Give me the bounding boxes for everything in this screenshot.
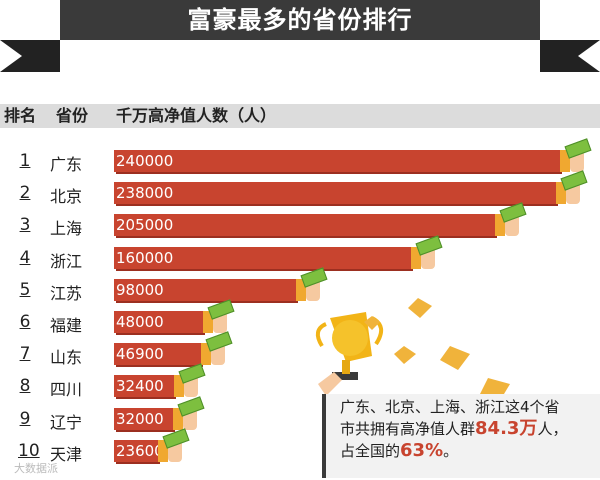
callout-line3-suffix: 。 [443, 442, 459, 460]
province-label: 福建 [50, 316, 83, 335]
bar-value-label: 48000 [116, 313, 164, 331]
rank-label: 4 [19, 248, 31, 268]
sleeve-cuff [296, 279, 306, 301]
sleeve-cuff [174, 375, 184, 397]
bar [114, 214, 495, 236]
callout-border [322, 394, 326, 478]
header-bar [0, 104, 600, 128]
sleeve-cuff [495, 214, 505, 236]
sleeve-cuff [158, 440, 168, 462]
bar [114, 279, 296, 301]
hand-pointer-icon [318, 372, 342, 396]
callout-line3-prefix: 占全国的 [340, 442, 401, 460]
bar-value-label: 205000 [116, 216, 174, 234]
bar-value-label: 46900 [116, 345, 164, 363]
rank-label: 10 [18, 441, 40, 461]
bar [114, 311, 203, 333]
sleeve-cuff [173, 408, 183, 430]
rank-label: 9 [19, 409, 31, 429]
callout-line-3: 占全国的63%。 [340, 440, 592, 462]
bar [114, 247, 411, 269]
bar-value-label: 98000 [116, 281, 164, 299]
sleeve-cuff [203, 311, 213, 333]
province-label: 四川 [50, 380, 83, 399]
sleeve-cuff [201, 343, 211, 365]
bar [114, 150, 560, 172]
bar-value-label: 32000 [116, 410, 164, 428]
callout-line2-suffix: 人， [537, 420, 568, 438]
summary-callout [322, 394, 600, 478]
bar-value-label: 238000 [116, 184, 174, 202]
province-label: 江苏 [50, 284, 83, 303]
bar [114, 440, 158, 462]
callout-line-2: 市共拥有高净值人群84.3万人， [340, 418, 592, 440]
rank-label: 1 [19, 151, 31, 171]
diamond-icon [364, 298, 510, 404]
province-label: 辽宁 [50, 413, 83, 432]
sleeve-cuff [556, 182, 566, 204]
watermark: 大数据派 [14, 462, 58, 475]
rank-label: 7 [19, 344, 31, 364]
header-value: 千万高净值人数（人） [116, 106, 277, 125]
page-title: 富豪最多的省份排行 [187, 6, 413, 34]
province-label: 山东 [50, 348, 83, 367]
rank-label: 2 [19, 183, 31, 203]
bar [114, 375, 174, 397]
province-label: 天津 [50, 445, 83, 464]
bar-value-label: 240000 [116, 152, 174, 170]
callout-highlight-share: 63% [400, 440, 444, 461]
rank-label: 6 [19, 312, 31, 332]
banner-shape [0, 0, 600, 74]
bar-value-label: 160000 [116, 249, 174, 267]
callout-line-1: 广东、北京、上海、浙江这4个省 [340, 398, 560, 416]
sleeve-cuff [560, 150, 570, 172]
header-province: 省份 [56, 106, 89, 125]
header-rank: 排名 [4, 106, 37, 125]
title-banner: 富豪最多的省份排行 [0, 0, 600, 74]
province-label: 浙江 [50, 252, 83, 271]
rank-label: 5 [19, 280, 31, 300]
sleeve-cuff [411, 247, 421, 269]
bar [114, 182, 556, 204]
province-label: 北京 [50, 187, 83, 206]
rank-label: 8 [19, 376, 31, 396]
rank-label: 3 [19, 215, 31, 235]
province-label: 广东 [50, 155, 83, 174]
bar [114, 408, 173, 430]
callout-line2-prefix: 市共拥有高净值人群 [340, 420, 476, 438]
callout-text: 广东、北京、上海、浙江这4个省 市共拥有高净值人群84.3万人， 占全国的63%… [340, 396, 592, 462]
bar-value-label: 32400 [116, 377, 164, 395]
callout-highlight-total: 84.3万 [475, 418, 538, 439]
bar [114, 343, 201, 365]
province-label: 上海 [50, 219, 83, 238]
trophy-icon [315, 312, 384, 380]
bar-value-label: 23600 [116, 442, 164, 460]
